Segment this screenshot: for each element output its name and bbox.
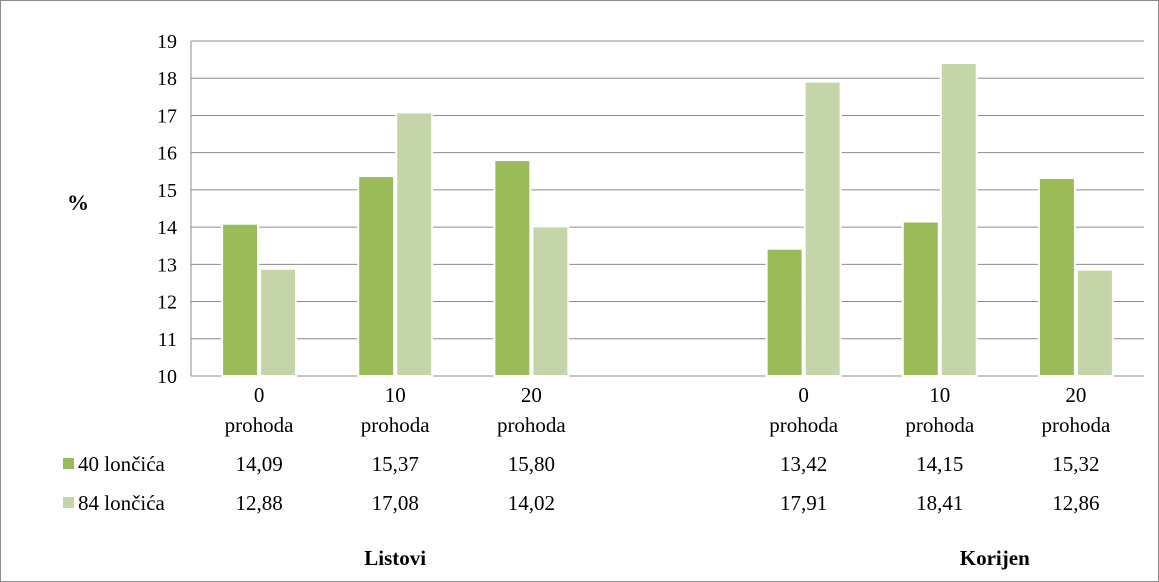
y-tick-label: 14: [157, 217, 177, 239]
legend-swatch-40: [63, 458, 74, 469]
category-label-line1: 10: [929, 383, 950, 407]
bar-84-0: [259, 267, 298, 377]
category-label-line1: 0: [798, 383, 809, 407]
category-label-line2: prohoda: [769, 413, 838, 437]
data-label: 14,15: [916, 452, 963, 476]
bar-40-0: [221, 222, 260, 377]
data-label: 13,42: [780, 452, 827, 476]
data-label: 17,91: [780, 491, 827, 515]
bar-84-4: [939, 61, 978, 377]
category-label-line1: 20: [521, 383, 542, 407]
legend-entry: 40 lončića: [78, 452, 166, 476]
data-label: 14,02: [508, 491, 555, 515]
y-axis-label: %: [67, 190, 89, 215]
category-label-line2: prohoda: [225, 413, 294, 437]
category-label-line1: 20: [1065, 383, 1086, 407]
y-tick-label: 19: [157, 31, 177, 53]
group-label-listovi: Listovi: [364, 546, 426, 570]
bar-40-1: [357, 175, 396, 377]
legend-swatch-84: [63, 497, 74, 508]
category-label-line2: prohoda: [905, 413, 974, 437]
y-tick-label: 16: [157, 143, 177, 165]
data-label: 15,80: [508, 452, 555, 476]
y-tick-label: 10: [157, 366, 177, 388]
y-tick-label: 12: [157, 292, 177, 314]
bar-84-3: [803, 80, 842, 377]
bar-40-5: [1037, 176, 1076, 377]
data-label: 12,88: [235, 491, 282, 515]
data-label: 14,09: [235, 452, 282, 476]
bar-40-3: [765, 247, 804, 377]
legend-entry: 84 lončića: [78, 491, 166, 515]
y-tick-label: 18: [157, 68, 177, 90]
bar-84-1: [395, 111, 434, 377]
y-tick-label: 13: [157, 254, 177, 276]
category-label-line2: prohoda: [497, 413, 566, 437]
y-tick-label: 11: [158, 329, 177, 351]
bar-40-4: [901, 220, 940, 377]
data-label: 18,41: [916, 491, 963, 515]
bar-40-2: [493, 159, 532, 377]
data-label: 15,32: [1052, 452, 1099, 476]
data-label: 17,08: [372, 491, 419, 515]
data-label: 15,37: [372, 452, 419, 476]
y-tick-label: 15: [157, 180, 177, 202]
group-label-korijen: Korijen: [960, 546, 1030, 570]
data-label: 12,86: [1052, 491, 1099, 515]
y-tick-label: 17: [157, 105, 177, 127]
category-label-line1: 0: [254, 383, 265, 407]
bar-84-5: [1075, 268, 1114, 377]
bar-84-2: [531, 225, 570, 377]
category-label-line1: 10: [385, 383, 406, 407]
category-label-line2: prohoda: [1042, 413, 1111, 437]
category-label-line2: prohoda: [361, 413, 430, 437]
